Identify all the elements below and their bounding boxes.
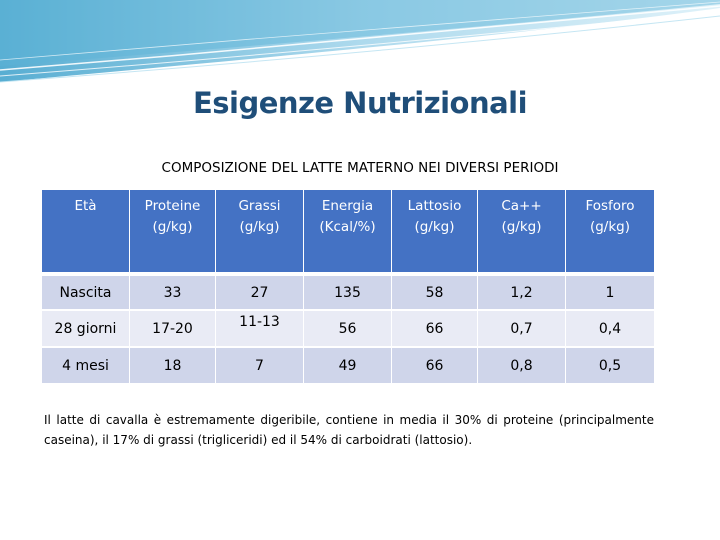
- table-cell: 66: [392, 346, 478, 383]
- table-cell: 58: [392, 272, 478, 309]
- header-grassi: Grassi (g/kg): [216, 190, 304, 272]
- header-proteine: Proteine (g/kg): [130, 190, 216, 272]
- table-cell: 33: [130, 272, 216, 309]
- table-cell: 0,7: [478, 309, 566, 346]
- header-calcio: Ca++ (g/kg): [478, 190, 566, 272]
- table-row: 4 mesi 18 7 49 66 0,8 0,5: [42, 346, 654, 383]
- header-energia: Energia (Kcal/%): [304, 190, 392, 272]
- table-cell: 49: [304, 346, 392, 383]
- table-cell: 28 giorni: [42, 309, 130, 346]
- table-caption: COMPOSIZIONE DEL LATTE MATERNO NEI DIVER…: [161, 160, 559, 176]
- table-cell: 1: [566, 272, 654, 309]
- table-cell: 4 mesi: [42, 346, 130, 383]
- header-fosforo: Fosforo (g/kg): [566, 190, 654, 272]
- table-row: 28 giorni 17-20 11-13 56 66 0,7 0,4: [42, 309, 654, 346]
- table-cell: 11-13: [216, 309, 304, 346]
- page-title: Esigenze Nutrizionali: [192, 86, 528, 120]
- table-cell: 18: [130, 346, 216, 383]
- table-cell: 66: [392, 309, 478, 346]
- table-cell: 27: [216, 272, 304, 309]
- table-row: Nascita 33 27 135 58 1,2 1: [42, 272, 654, 309]
- table-cell: 56: [304, 309, 392, 346]
- header-lattosio: Lattosio (g/kg): [392, 190, 478, 272]
- table-cell: 1,2: [478, 272, 566, 309]
- table-cell: 0,5: [566, 346, 654, 383]
- footnote-paragraph: Il latte di cavalla è estremamente diger…: [44, 413, 654, 447]
- decorative-banner: [0, 0, 720, 83]
- header-eta: Età: [42, 190, 130, 272]
- table-cell: 135: [304, 272, 392, 309]
- nutrition-table: Età Proteine (g/kg) Grassi (g/kg) Energia(…: [42, 190, 654, 383]
- table-header-row: Età Proteine (g/kg) Grassi (g/kg) Energia(…: [42, 190, 654, 272]
- table-cell: 0,4: [566, 309, 654, 346]
- table-cell: Nascita: [42, 272, 130, 309]
- table-cell: 7: [216, 346, 304, 383]
- table-cell: 17-20: [130, 309, 216, 346]
- table-cell: 0,8: [478, 346, 566, 383]
